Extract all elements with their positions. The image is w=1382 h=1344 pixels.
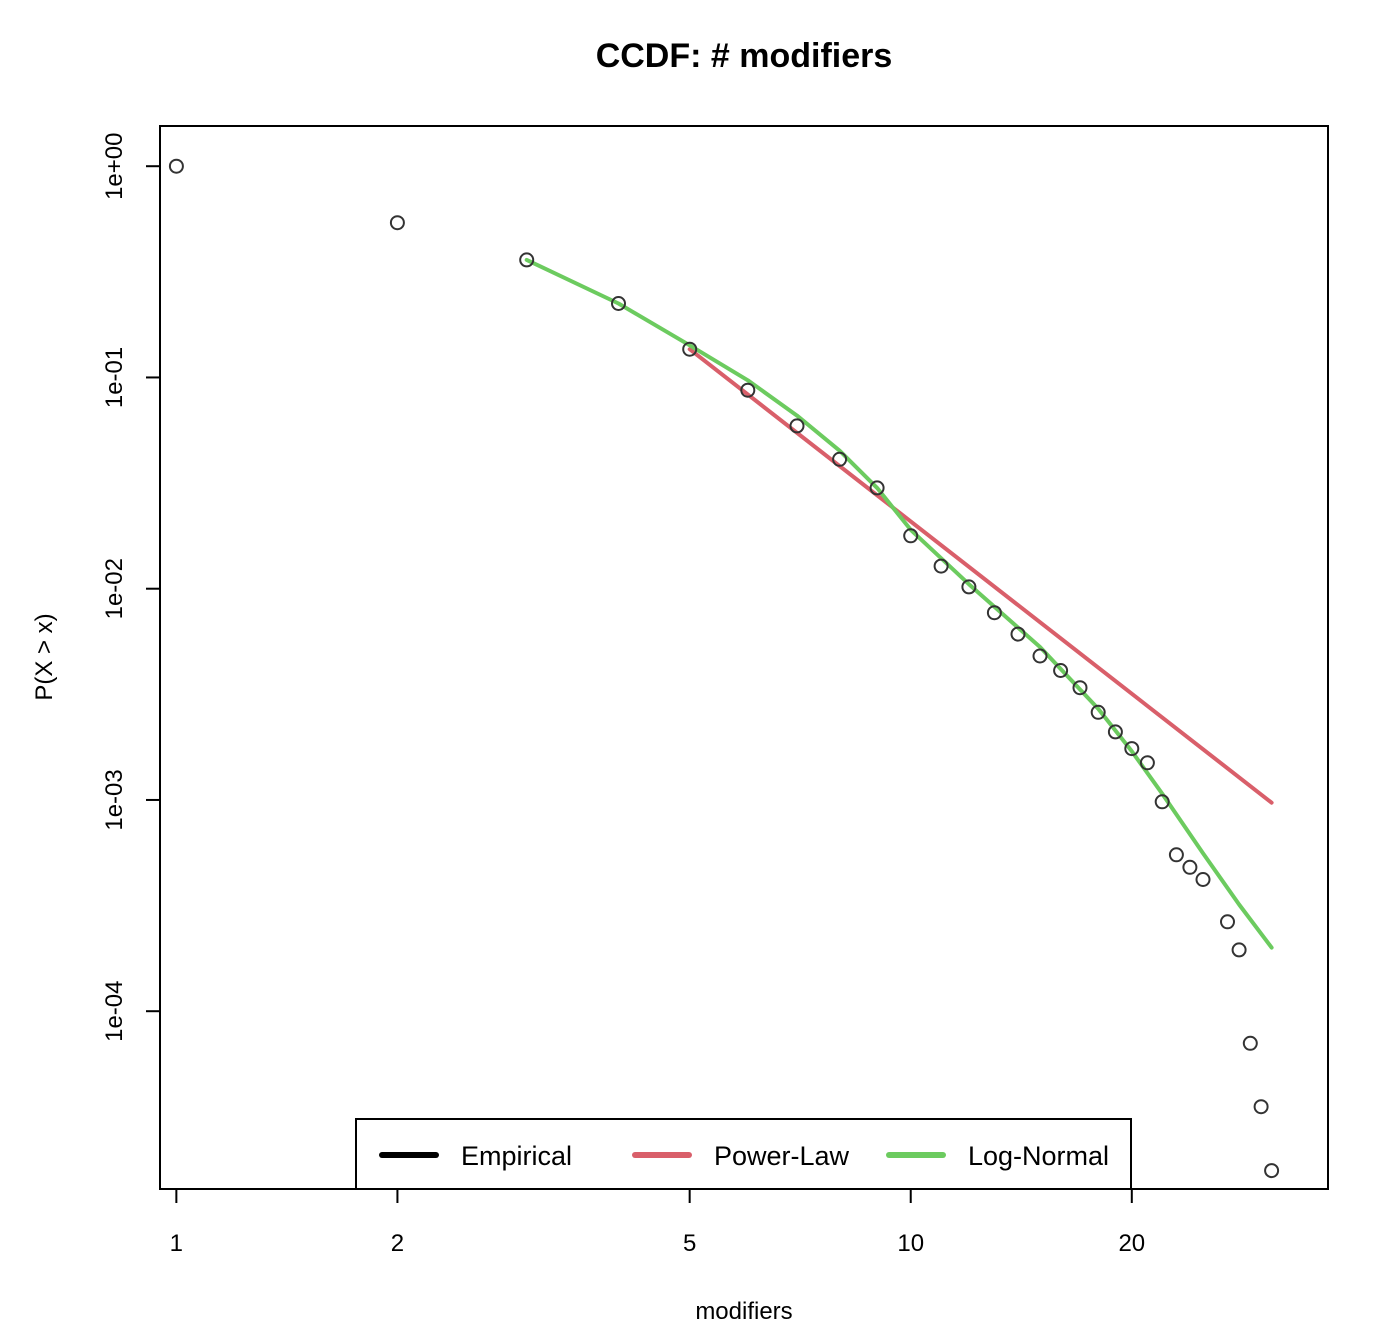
y-tick-label: 1e-04 [101, 981, 128, 1042]
data-point [1242, 1035, 1258, 1051]
power-law-line [687, 347, 1274, 805]
legend-label-log-normal: Log-Normal [968, 1141, 1109, 1171]
x-tick-label: 2 [391, 1230, 404, 1257]
y-tick-label: 1e-03 [101, 769, 128, 830]
data-point [1231, 942, 1247, 958]
data-point [1168, 847, 1184, 863]
data-point [1107, 724, 1123, 740]
legend-label-power-law: Power-Law [714, 1141, 850, 1171]
chart-title: CCDF: # modifiers [596, 37, 893, 75]
data-point [986, 605, 1002, 621]
y-axis: 1e+00 1e-01 1e-02 1e-03 1e-04 [101, 133, 160, 1042]
data-point [740, 382, 756, 398]
data-point [961, 579, 977, 595]
data-point [1264, 1163, 1280, 1179]
y-tick-label: 1e+00 [101, 133, 128, 200]
legend-label-empirical: Empirical [461, 1141, 572, 1171]
data-point [611, 296, 626, 311]
data-point [869, 480, 885, 496]
data-point [682, 341, 698, 357]
data-point [903, 528, 919, 544]
y-axis-label: P(X > x) [31, 613, 58, 700]
data-point [1220, 914, 1235, 930]
y-tick-label: 1e-01 [101, 347, 128, 408]
data-point [389, 215, 405, 231]
x-tick-label: 5 [683, 1230, 696, 1257]
data-point [1053, 663, 1069, 678]
plot-area [168, 158, 1280, 1179]
data-point [933, 558, 949, 574]
data-point [1124, 741, 1140, 757]
data-point [1072, 680, 1088, 696]
x-tick-label: 20 [1118, 1230, 1145, 1257]
data-point [1195, 872, 1211, 887]
data-point [519, 252, 535, 268]
log-normal-line [524, 257, 1274, 950]
data-point [1032, 648, 1048, 664]
data-point [1010, 626, 1026, 642]
data-point [832, 451, 848, 467]
y-tick-label: 1e-02 [101, 558, 128, 619]
x-tick-label: 1 [170, 1230, 183, 1257]
x-axis-label: modifiers [695, 1298, 792, 1325]
x-axis: 1 2 5 10 20 [170, 1189, 1145, 1257]
data-point [1139, 755, 1155, 771]
data-point [168, 158, 184, 174]
plot-frame [159, 125, 1329, 1190]
data-point [1253, 1099, 1269, 1115]
data-point [789, 418, 805, 434]
x-tick-label: 10 [897, 1230, 924, 1257]
data-point [1154, 794, 1170, 810]
data-point [1182, 859, 1198, 875]
data-point [1090, 704, 1106, 720]
legend-box [355, 1118, 1132, 1190]
legend: Empirical Power-Law Log-Normal [355, 1118, 1132, 1190]
